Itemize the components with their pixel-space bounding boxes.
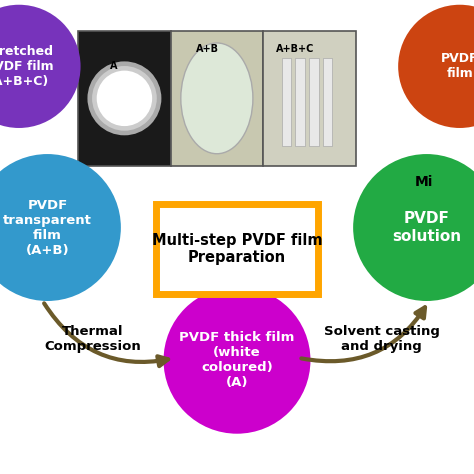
FancyBboxPatch shape — [156, 204, 318, 294]
Text: PVDF thick film
(white
coloured)
(A): PVDF thick film (white coloured) (A) — [179, 331, 295, 389]
Text: PVDF
solution: PVDF solution — [392, 211, 461, 244]
Circle shape — [97, 71, 152, 126]
Circle shape — [87, 62, 161, 136]
Text: Multi-step PVDF film
Preparation: Multi-step PVDF film Preparation — [152, 233, 322, 265]
Text: Thermal
Compression: Thermal Compression — [44, 325, 141, 353]
Text: A+B+C: A+B+C — [276, 45, 315, 55]
Text: Solvent casting
and drying: Solvent casting and drying — [324, 325, 439, 353]
Circle shape — [353, 154, 474, 301]
Circle shape — [92, 66, 157, 131]
Text: Stretched
PVDF film
(A+B+C): Stretched PVDF film (A+B+C) — [0, 45, 54, 88]
Text: A: A — [109, 61, 117, 71]
Bar — [263, 31, 356, 166]
Circle shape — [0, 154, 121, 301]
Bar — [323, 58, 332, 146]
Text: PVDF
transparent
film
(A+B): PVDF transparent film (A+B) — [3, 199, 92, 256]
Bar — [78, 31, 171, 166]
Circle shape — [164, 287, 310, 434]
Text: PVDF
film: PVDF film — [441, 52, 474, 81]
Circle shape — [398, 5, 474, 128]
Circle shape — [0, 5, 81, 128]
Bar — [171, 31, 263, 166]
Bar — [282, 58, 291, 146]
Bar — [309, 58, 319, 146]
Circle shape — [84, 58, 165, 139]
Text: Mi: Mi — [415, 174, 433, 189]
Bar — [295, 58, 305, 146]
Text: A+B: A+B — [196, 45, 219, 55]
Ellipse shape — [181, 43, 253, 154]
